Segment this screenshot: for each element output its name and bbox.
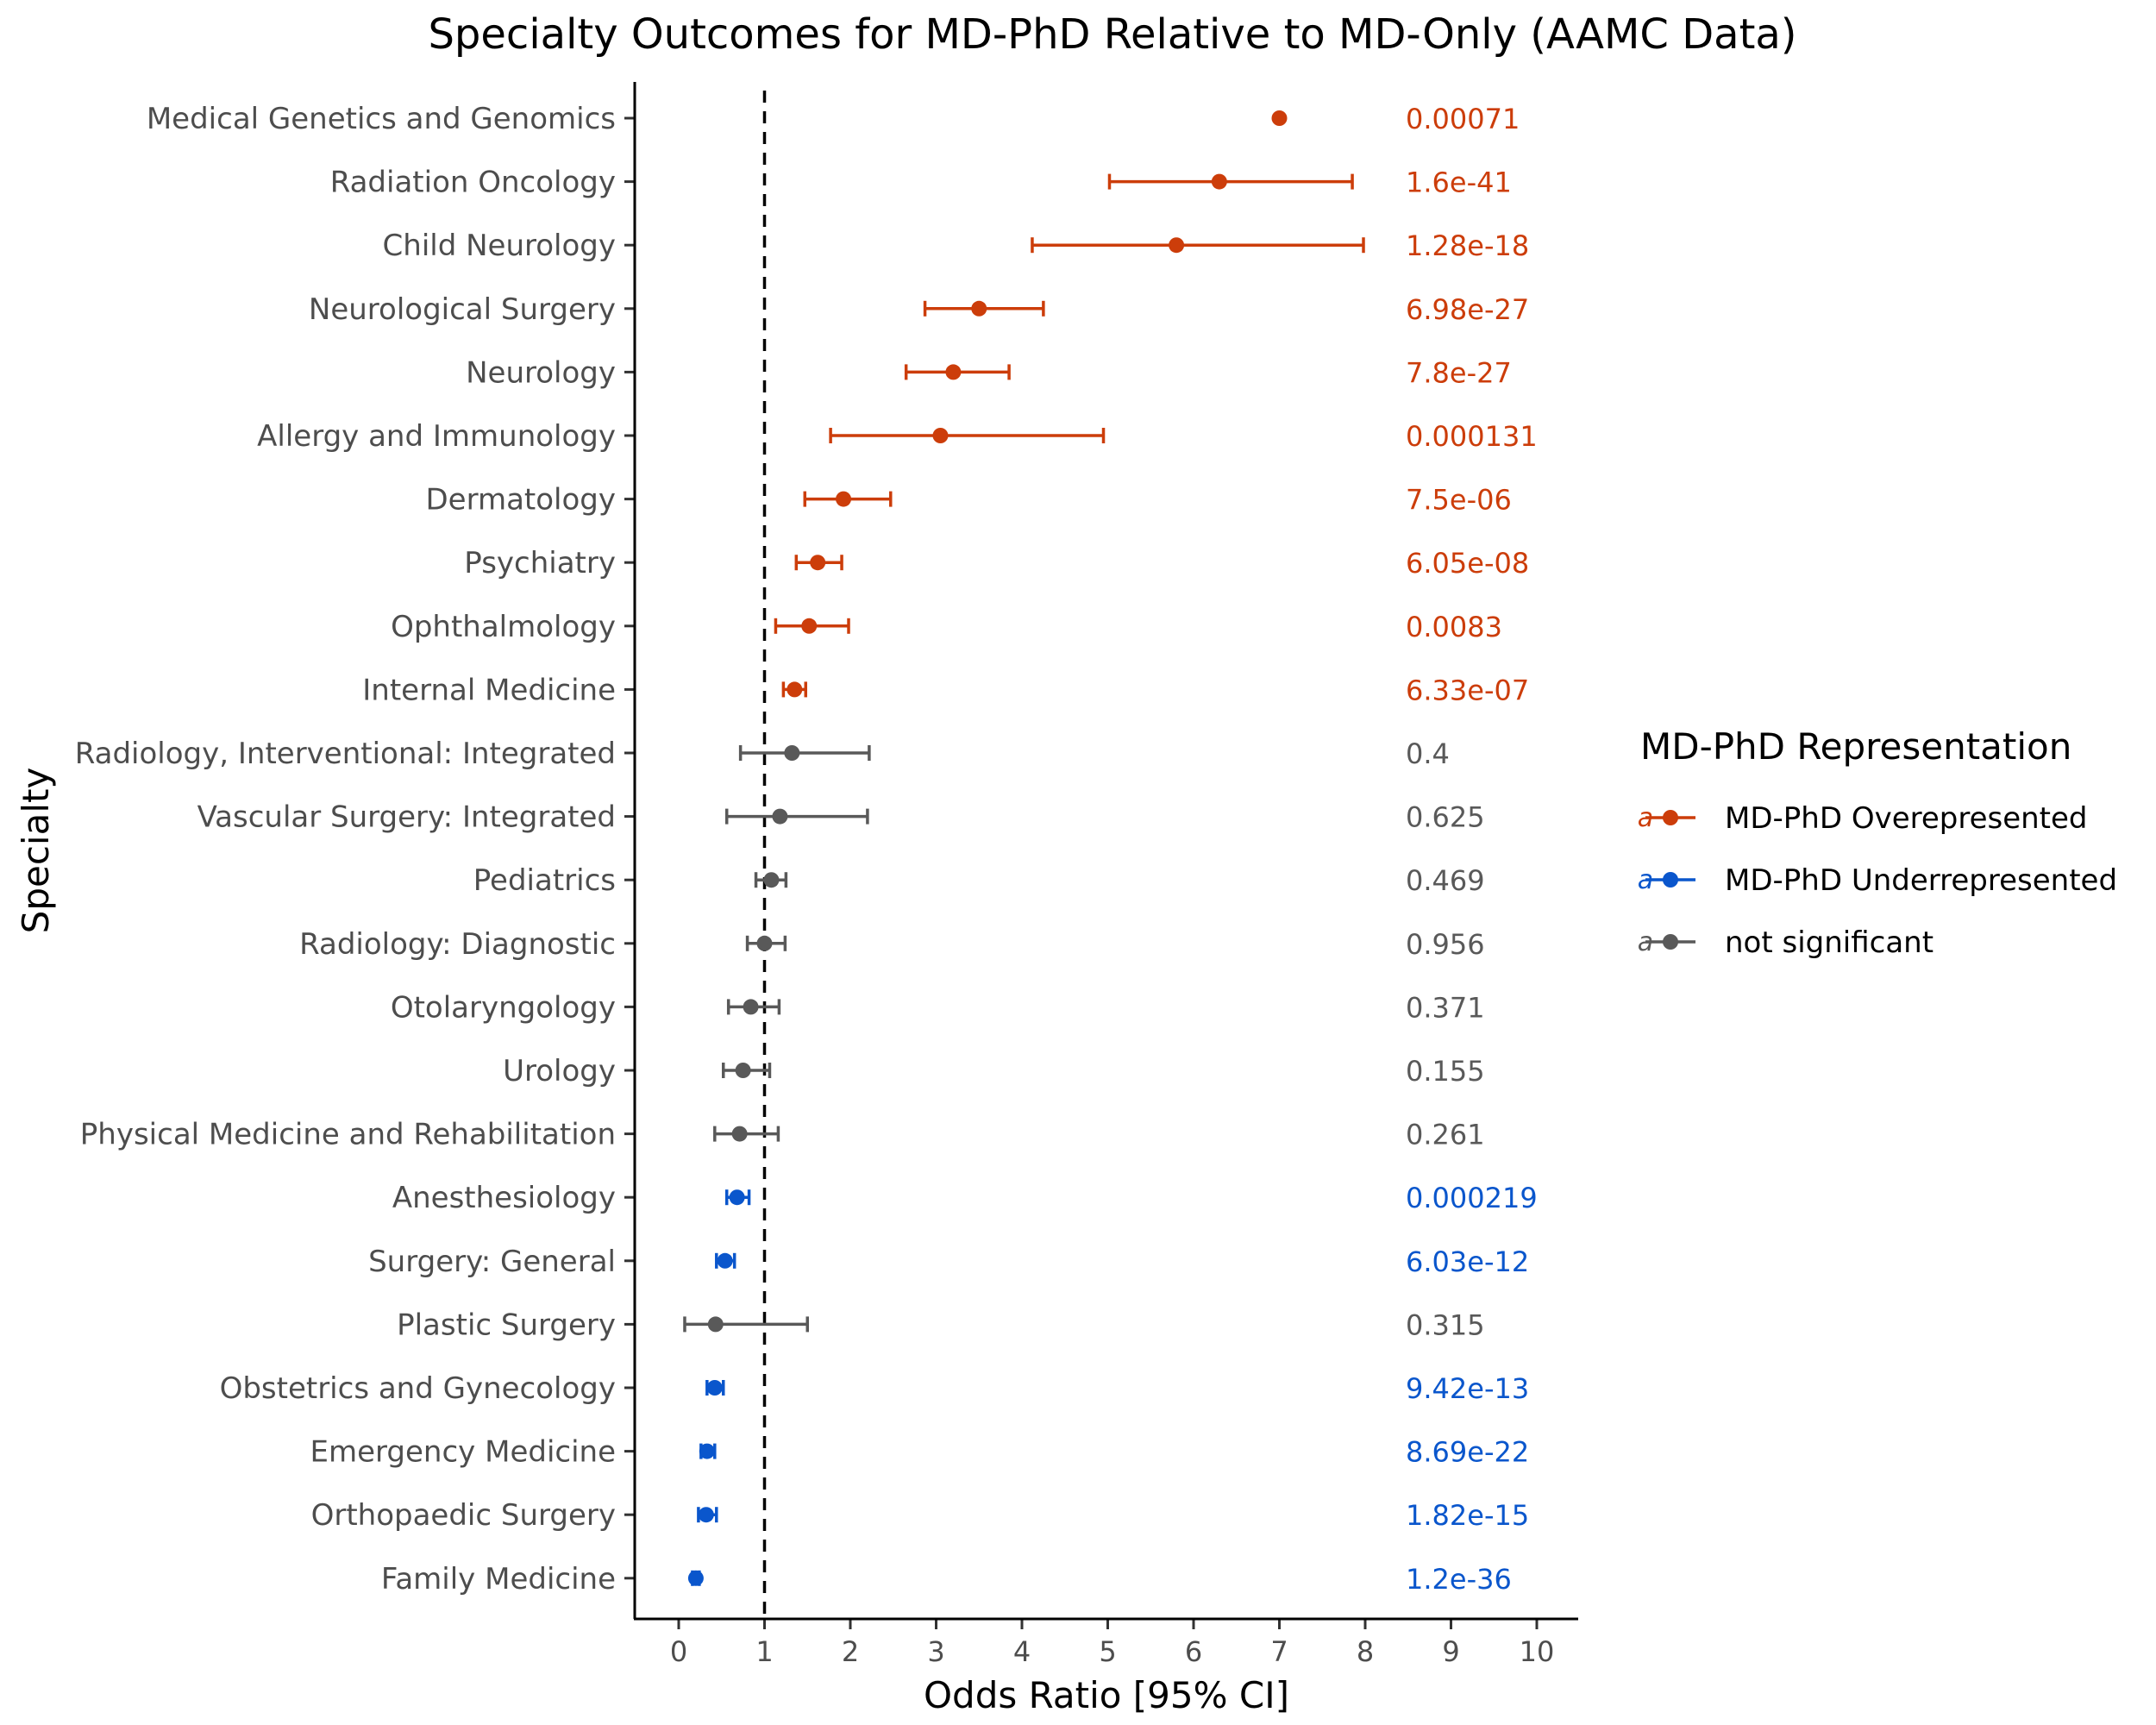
data-point — [1271, 110, 1288, 126]
p-value-label: 6.03e-12 — [1406, 1245, 1529, 1278]
p-value-label: 0.00071 — [1406, 103, 1520, 135]
p-value-label: 1.28e-18 — [1406, 229, 1529, 262]
y-tick-label: Allergy and Immunology — [257, 419, 616, 454]
x-tick-label: 8 — [1357, 1635, 1374, 1668]
x-tick-label: 5 — [1099, 1635, 1116, 1668]
data-point — [729, 1189, 745, 1206]
y-tick-label: Psychiatry — [464, 546, 616, 580]
y-tick-label: Radiation Oncology — [330, 166, 616, 200]
legend-key-point — [1663, 934, 1678, 950]
data-point — [707, 1316, 724, 1333]
legend-key-point — [1663, 872, 1678, 888]
data-point — [699, 1443, 715, 1459]
y-tick-label: Radiology, Interventional: Integrated — [75, 737, 616, 771]
p-value-label: 6.98e-27 — [1406, 293, 1529, 326]
y-axis-title: Specialty — [15, 768, 57, 934]
p-value-label: 0.155 — [1406, 1055, 1485, 1088]
p-value-label: 0.261 — [1406, 1119, 1485, 1151]
y-tick-label: Anesthesiology — [392, 1181, 616, 1215]
legend-title: MD-PhD Representation — [1640, 725, 2071, 768]
data-point — [717, 1252, 733, 1269]
data-point — [743, 999, 759, 1015]
legend-label: MD-PhD Underrepresented — [1725, 863, 2117, 898]
y-tick-label: Neurological Surgery — [309, 292, 616, 327]
x-tick-label: 4 — [1013, 1635, 1031, 1668]
x-tick-label: 1 — [755, 1635, 773, 1668]
y-tick-label: Obstetrics and Gynecology — [220, 1371, 616, 1406]
data-point — [763, 872, 780, 888]
y-tick-label: Physical Medicine and Rehabilitation — [80, 1118, 616, 1152]
y-tick-label: Internal Medicine — [362, 673, 616, 707]
p-value-label: 1.2e-36 — [1406, 1563, 1512, 1596]
p-value-label: 6.33e-07 — [1406, 674, 1529, 706]
y-tick-label: Radiology: Diagnostic — [299, 927, 616, 962]
p-value-label: 1.82e-15 — [1406, 1499, 1529, 1532]
y-tick-label: Emergency Medicine — [310, 1435, 616, 1470]
data-point — [687, 1570, 704, 1586]
data-point — [1169, 237, 1185, 254]
chart-title: Specialty Outcomes for MD-PhD Relative t… — [428, 10, 1796, 59]
data-point — [784, 745, 800, 761]
legend-item: a not significant — [1638, 925, 1934, 960]
p-value-label: 9.42e-13 — [1406, 1372, 1529, 1405]
data-point — [756, 935, 773, 951]
y-tick-label: Pediatrics — [473, 863, 616, 898]
y-tick-label: Child Neurology — [383, 229, 616, 263]
data-point — [945, 364, 962, 380]
data-point — [706, 1380, 723, 1396]
data-point — [698, 1507, 714, 1523]
p-value-label: 0.956 — [1406, 928, 1485, 961]
p-value-label: 8.69e-22 — [1406, 1436, 1529, 1469]
y-tick-label: Family Medicine — [381, 1562, 616, 1596]
x-tick-label: 9 — [1442, 1635, 1459, 1668]
p-value-label: 0.000219 — [1406, 1182, 1538, 1214]
p-value-label: 1.6e-41 — [1406, 166, 1512, 199]
data-point — [731, 1126, 748, 1142]
legend-item: a MD-PhD Underrepresented — [1638, 863, 2117, 898]
y-tick-label: Orthopaedic Surgery — [311, 1498, 616, 1533]
y-tick-label: Neurology — [466, 355, 616, 390]
legend-label: not significant — [1725, 925, 1934, 960]
data-point — [787, 681, 803, 698]
data-point — [735, 1063, 751, 1078]
legend: MD-PhD Representation a MD-PhD Overeprese… — [1638, 725, 2117, 960]
x-axis-title: Odds Ratio [95% CI] — [924, 1674, 1289, 1716]
p-value-label: 0.469 — [1406, 864, 1485, 897]
p-value-label: 6.05e-08 — [1406, 547, 1529, 580]
p-value-label: 0.315 — [1406, 1308, 1485, 1341]
legend-key-point — [1663, 810, 1678, 825]
x-tick-label: 0 — [670, 1635, 687, 1668]
p-value-label: 0.000131 — [1406, 420, 1538, 453]
x-tick-label: 7 — [1270, 1635, 1288, 1668]
p-value-label: 0.4 — [1406, 737, 1450, 770]
data-point — [971, 300, 987, 317]
legend-label: MD-PhD Overepresented — [1725, 801, 2088, 836]
y-tick-label: Otolaryngology — [391, 990, 616, 1025]
x-tick-label: 6 — [1185, 1635, 1202, 1668]
p-value-label: 0.0083 — [1406, 611, 1502, 643]
data-point — [932, 428, 949, 443]
plot-area: Medical Genetics and Genomics 0.00071 Radi… — [75, 91, 1555, 1668]
data-point — [810, 555, 826, 571]
p-value-label: 7.5e-06 — [1406, 484, 1512, 517]
p-value-label: 0.625 — [1406, 801, 1485, 834]
x-tick-label: 10 — [1520, 1635, 1555, 1668]
x-tick-label: 3 — [927, 1635, 944, 1668]
y-tick-label: Medical Genetics and Genomics — [147, 102, 616, 136]
p-value-label: 0.371 — [1406, 991, 1485, 1024]
y-tick-label: Plastic Surgery — [397, 1308, 616, 1342]
data-point — [1211, 173, 1227, 190]
y-tick-label: Dermatology — [425, 483, 616, 518]
y-tick-label: Urology — [503, 1054, 616, 1088]
y-tick-label: Surgery: General — [368, 1245, 616, 1279]
legend-item: a MD-PhD Overepresented — [1638, 801, 2088, 836]
data-point — [772, 808, 788, 825]
y-tick-label: Ophthalmology — [391, 610, 616, 644]
p-value-label: 7.8e-27 — [1406, 356, 1512, 389]
data-point — [836, 491, 852, 507]
x-tick-label: 2 — [842, 1635, 859, 1668]
data-point — [801, 618, 818, 634]
y-tick-label: Vascular Surgery: Integrated — [197, 800, 616, 835]
